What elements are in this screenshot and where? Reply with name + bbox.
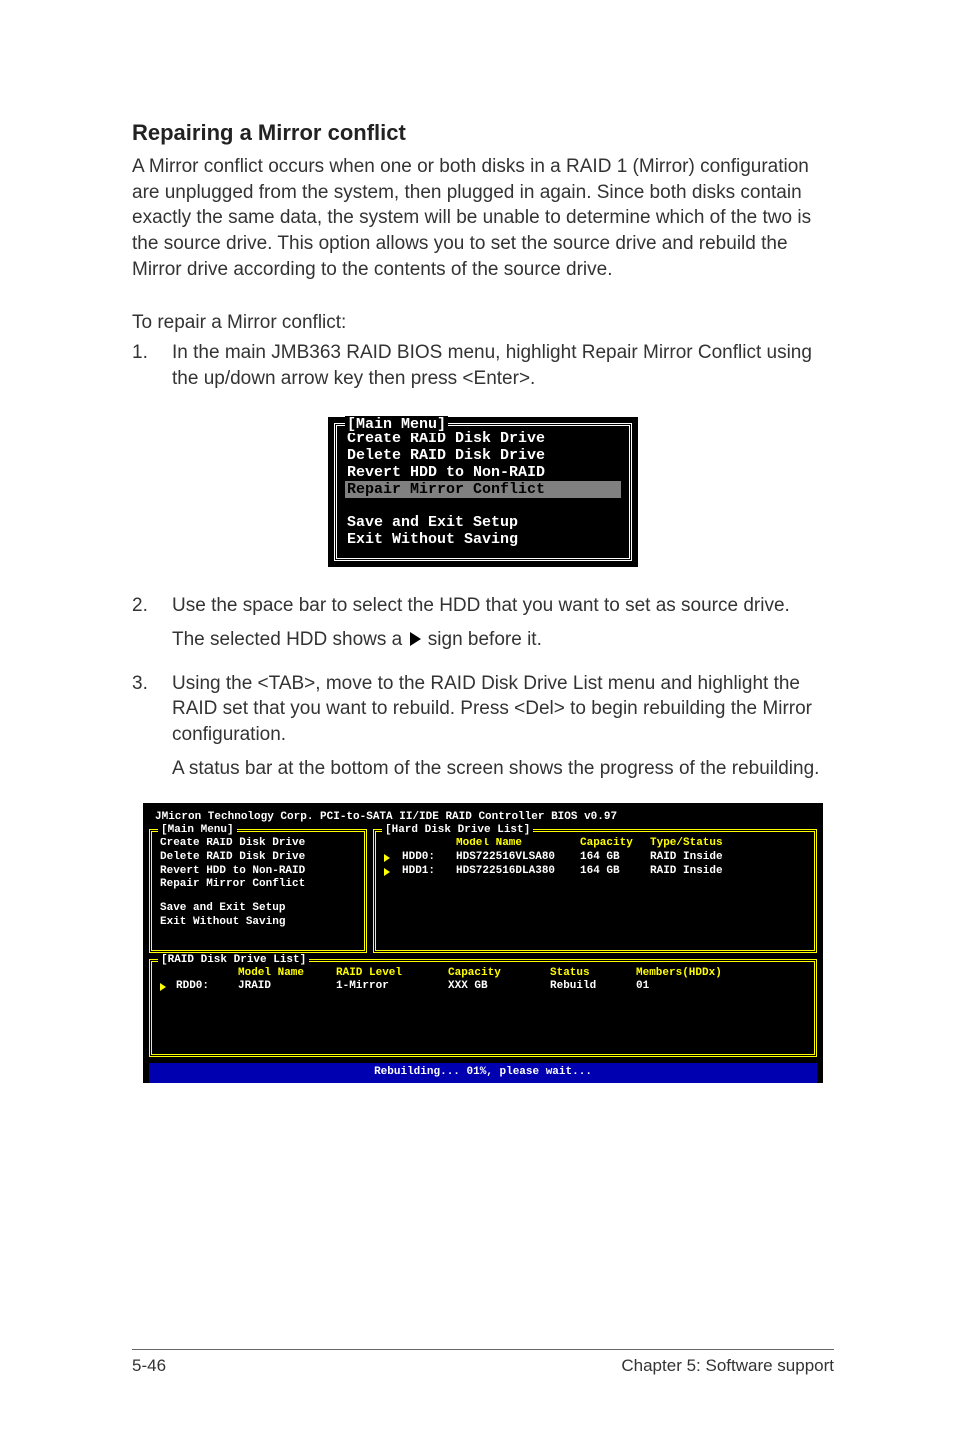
step-text: The selected HDD shows a sign before it.	[172, 627, 834, 653]
bios-menu-item: Delete RAID Disk Drive	[160, 851, 356, 865]
triangle-icon	[410, 632, 421, 646]
col-header: Status	[550, 967, 634, 981]
bios-menu-title: [Main Menu]	[345, 416, 448, 433]
bios-menu-item: Save and Exit Setup	[160, 902, 356, 916]
lead-text: To repair a Mirror conflict:	[132, 312, 834, 334]
col-header: Capacity	[448, 967, 548, 981]
bios-menu-item: Revert HDD to Non-RAID	[345, 464, 621, 481]
bios-menu-item: Save and Exit Setup	[345, 514, 621, 531]
hdd-row: HDD0: HDS722516VLSA80 164 GB RAID Inside	[384, 851, 806, 865]
step-text: In the main JMB363 RAID BIOS menu, highl…	[172, 340, 834, 391]
bios-main-panel: [Main Menu] Create RAID Disk Drive Delet…	[149, 829, 367, 953]
bios-menu-item: Delete RAID Disk Drive	[345, 447, 621, 464]
col-header: Model Name	[238, 967, 334, 981]
bios-hdd-panel: [Hard Disk Drive List] Model Name Capaci…	[373, 829, 817, 953]
bios-panel-title: [Main Menu]	[158, 824, 237, 838]
bios-main-menu: [Main Menu] Create RAID Disk Drive Delet…	[328, 417, 638, 567]
step-number: 3.	[132, 671, 172, 790]
step-text: Using the <TAB>, move to the RAID Disk D…	[172, 671, 834, 748]
col-header: RAID Level	[336, 967, 446, 981]
section-title: Repairing a Mirror conflict	[132, 120, 834, 146]
bios-menu-item: Repair Mirror Conflict	[160, 878, 356, 892]
col-header: Members(HDDx)	[636, 967, 806, 981]
bios-menu-item: Exit Without Saving	[160, 916, 356, 930]
raid-row: RDD0: JRAID 1-Mirror XXX GB Rebuild 01	[160, 980, 806, 994]
bios-raid-panel: [RAID Disk Drive List] Model Name RAID L…	[149, 959, 817, 1058]
bios-status-bar: Rebuilding... 01%, please wait...	[149, 1063, 817, 1083]
page-number: 5-46	[132, 1356, 166, 1376]
bios-menu-item: Exit Without Saving	[345, 531, 621, 548]
bios-panel-title: [Hard Disk Drive List]	[382, 824, 533, 838]
bios-panel-title: [RAID Disk Drive List]	[158, 954, 309, 968]
chapter-label: Chapter 5: Software support	[621, 1356, 834, 1376]
col-header: Model Name	[456, 837, 576, 851]
step-text: A status bar at the bottom of the screen…	[172, 756, 834, 782]
step-number: 1.	[132, 340, 172, 399]
bios-full-screen: JMicron Technology Corp. PCI-to-SATA II/…	[143, 803, 823, 1083]
triangle-icon	[384, 868, 390, 876]
triangle-icon	[384, 854, 390, 862]
bios-menu-item: Create RAID Disk Drive	[160, 837, 356, 851]
step-number: 2.	[132, 593, 172, 660]
hdd-row: HDD1: HDS722516DLA380 164 GB RAID Inside	[384, 865, 806, 879]
bios-menu-item-selected: Repair Mirror Conflict	[345, 481, 621, 498]
col-header: Type/Status	[650, 837, 806, 851]
bios-menu-item: Revert HDD to Non-RAID	[160, 865, 356, 879]
triangle-icon	[160, 983, 166, 991]
col-header: Capacity	[580, 837, 646, 851]
intro-paragraph: A Mirror conflict occurs when one or bot…	[132, 154, 834, 282]
step-text: Use the space bar to select the HDD that…	[172, 593, 834, 619]
